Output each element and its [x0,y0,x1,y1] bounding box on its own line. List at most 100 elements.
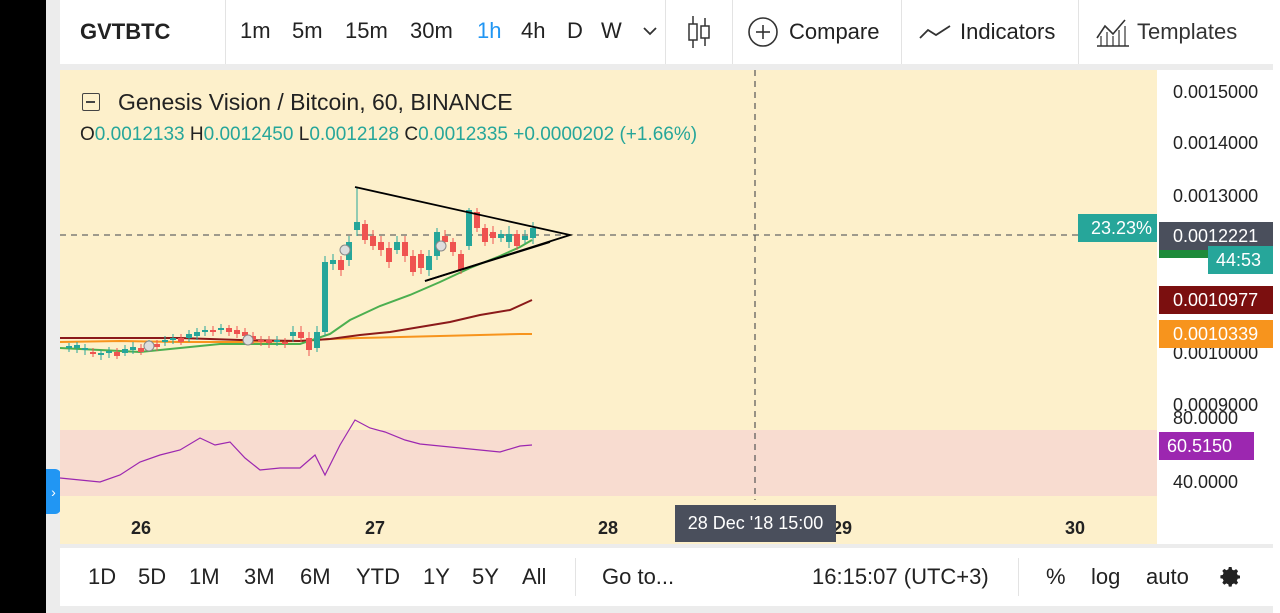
compare-button[interactable]: Compare [733,0,902,64]
timeframe-15m[interactable]: 15m [345,18,388,43]
candle-body [178,338,184,342]
percent-scale-toggle[interactable]: % [1046,564,1066,589]
right-edge [1273,0,1280,613]
low-value: 0.0012128 [309,124,400,145]
event-marker[interactable] [143,340,155,352]
clock-timezone[interactable]: 16:15:07 (UTC+3) [812,564,989,589]
compare-label: Compare [789,19,880,44]
rsi-line [60,419,533,483]
candle-body [66,346,72,348]
range-6m[interactable]: 6M [300,564,331,589]
range-1y[interactable]: 1Y [423,564,450,589]
range-5y[interactable]: 5Y [472,564,499,589]
price-tick-label: 0.0010000 [1173,343,1259,363]
triangle-lower-line [424,241,551,282]
candle-body [154,344,160,347]
event-marker[interactable] [435,240,447,252]
time-tick-label: 30 [1065,518,1086,538]
candle-body [474,212,480,228]
timeframe-w[interactable]: W [601,18,622,43]
candle-body [490,232,496,238]
timeframe-1h[interactable]: 1h [477,18,502,43]
open-value: 0.0012133 [94,124,185,145]
candle-body [458,254,464,270]
event-marker[interactable] [339,244,351,256]
candle-body [298,332,304,338]
candle-body [362,224,368,240]
percent-change-tag: 23.23% [1078,214,1157,242]
chevron-down-icon[interactable] [643,26,657,36]
timeframe-d[interactable]: D [567,18,583,43]
templates-icon [1096,19,1129,47]
candle-body [74,345,80,348]
symbol-search[interactable]: GVTBTC [60,0,226,64]
candle-body [314,332,320,348]
candle-body [378,242,384,250]
range-ytd[interactable]: YTD [356,564,400,589]
gear-icon[interactable] [1219,565,1243,589]
event-marker[interactable] [242,334,254,346]
candle-body [130,347,136,350]
close-value: 0.0012335 [418,124,508,145]
collapse-legend-button[interactable] [82,93,100,111]
goto-button[interactable]: Go to... [602,564,675,589]
candle-body [122,349,128,353]
timeframe-4h[interactable]: 4h [521,18,546,43]
range-1m[interactable]: 1M [189,564,220,589]
range-1d[interactable]: 1D [88,564,117,589]
timeframe-1m[interactable]: 1m [240,18,271,43]
candle-body [498,234,504,238]
chart-canvas [60,70,1157,500]
divider [575,558,576,596]
range-5d[interactable]: 5D [138,564,167,589]
candle-body [82,348,88,350]
candle-body [266,340,272,343]
bottom-toolbar: 1D 5D 1M 3M 6M YTD 1Y 5Y All Go to... 16… [60,548,1273,606]
timeframe-group: 1m 5m 15m 30m 1h 4h D W [226,0,666,64]
candle-body [330,260,336,264]
range-3m[interactable]: 3M [244,564,275,589]
candle-body [450,242,456,252]
candle-body [98,353,104,355]
candle-body [226,328,232,332]
time-tick-label: 26 [131,518,152,538]
candlestick-icon [688,16,710,48]
timeframe-30m[interactable]: 30m [410,18,453,43]
legend-title: Genesis Vision / Bitcoin, 60, BINANCE [118,89,513,115]
price-tick-label: 0.0009000 [1173,395,1259,415]
change-value: +0.0000202 (+1.66%) [513,124,698,145]
chart-area[interactable]: Genesis Vision / Bitcoin, 60, BINANCE O0… [60,70,1273,544]
chart-type-button[interactable] [666,0,733,64]
log-scale-toggle[interactable]: log [1091,564,1121,589]
rsi-tick-label: 40.0000 [1173,472,1239,492]
candle-body [394,242,400,250]
price-tick-label: 0.0013000 [1173,186,1259,206]
candle-body [202,330,208,332]
candle-body [426,256,432,270]
candle-body [218,328,224,330]
auto-scale-toggle[interactable]: auto [1146,564,1189,589]
candle-body [514,234,520,246]
range-all[interactable]: All [522,564,547,589]
candle-body [274,340,280,342]
indicators-button[interactable]: Indicators [902,0,1079,64]
templates-button[interactable]: Templates [1079,0,1273,64]
time-tick-label: 29 [832,518,853,538]
rsi-pane [60,430,1157,496]
candle-body [530,228,536,238]
low-label: L [298,124,310,145]
templates-label: Templates [1137,19,1238,44]
expand-sidebar-tab[interactable]: › [46,469,61,514]
price-tick-label: 0.0015000 [1173,82,1259,102]
timeframe-5m[interactable]: 5m [292,18,323,43]
ma-slow-value-tag: 0.0010977 [1159,286,1273,314]
volume-tag [1159,250,1209,258]
candle-body [258,340,264,342]
bar-countdown: 44:53 [1208,246,1273,274]
candle-body [322,262,328,332]
time-tick-label: 28 [598,518,619,538]
symbol-label: GVTBTC [80,19,171,44]
candle-body [370,236,376,246]
high-value: 0.0012450 [203,124,294,145]
indicators-icon [919,25,951,39]
